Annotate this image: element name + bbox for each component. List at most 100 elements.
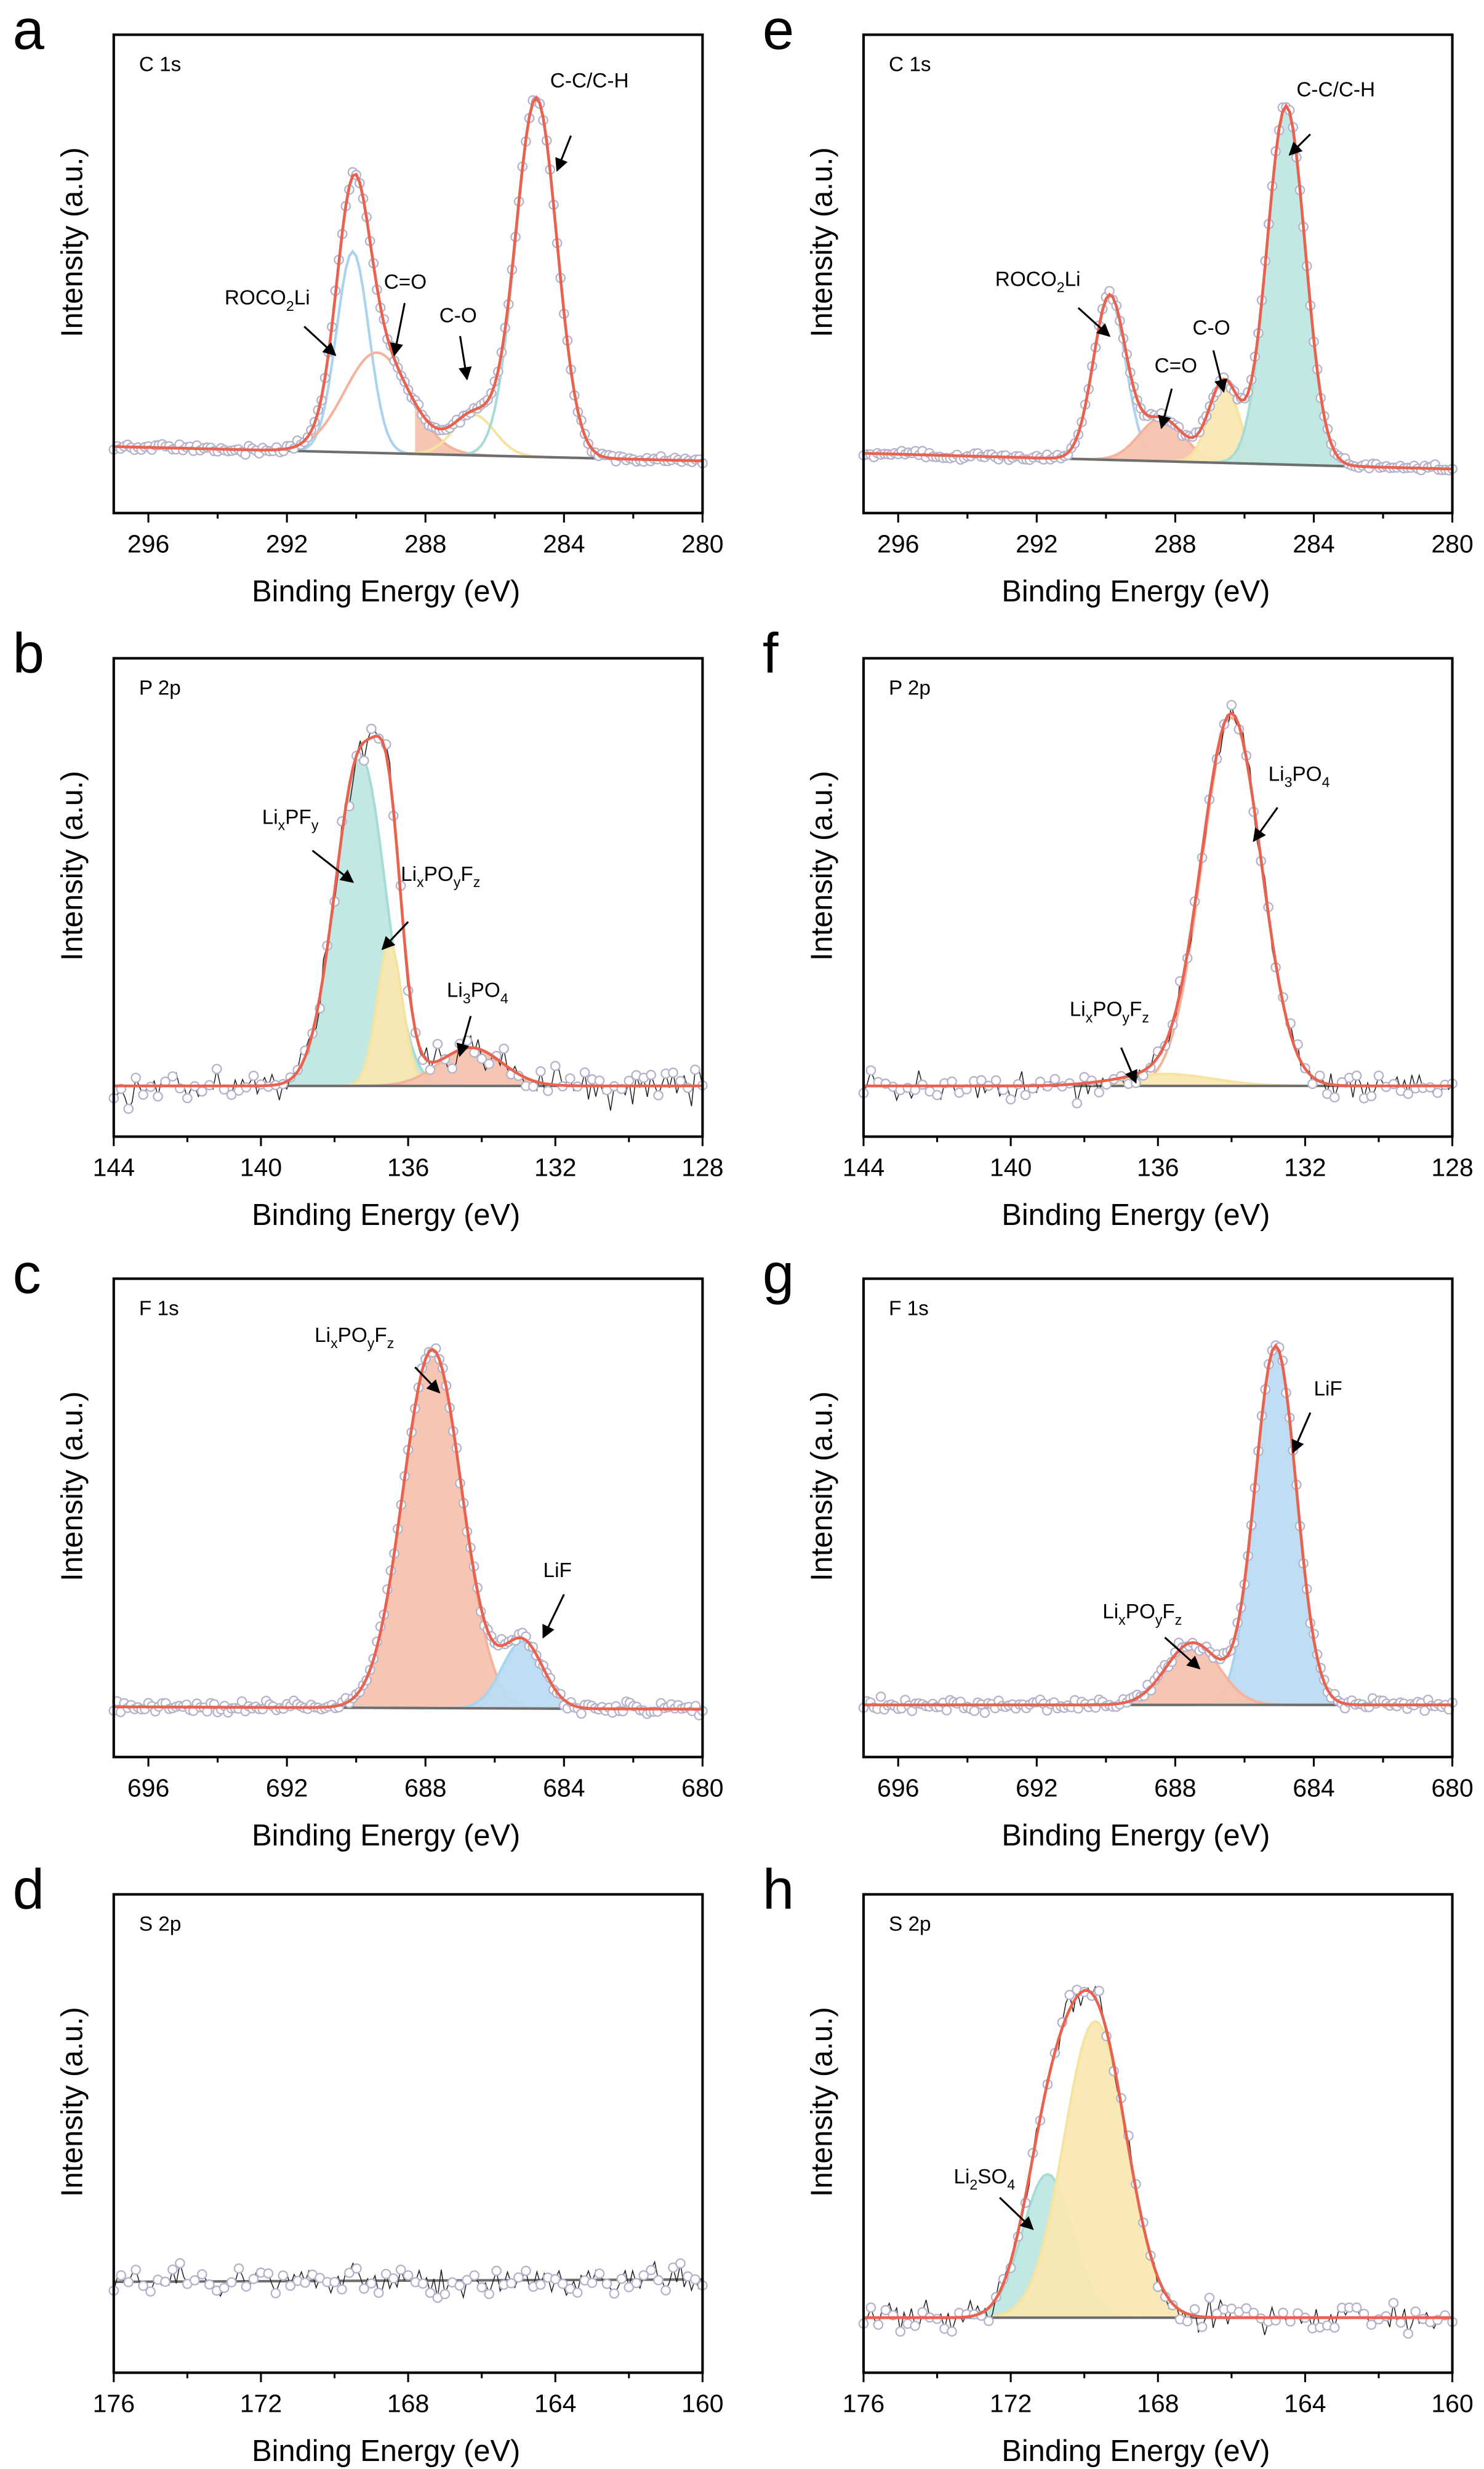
data-point	[638, 2270, 649, 2281]
data-point	[572, 2287, 583, 2298]
annotation-label: C-O	[439, 304, 477, 327]
data-point	[1278, 2307, 1288, 2318]
annotation-label-part: 4	[1007, 2177, 1015, 2193]
fit-envelope	[863, 1989, 1453, 2319]
y-axis-label: Intensity (a.u.)	[56, 147, 89, 337]
data-point	[513, 2272, 524, 2283]
annotation-label-part: ROCO	[995, 268, 1057, 291]
data-point	[425, 1064, 436, 1075]
data-point	[388, 2273, 399, 2284]
data-point	[1410, 2306, 1421, 2317]
data-point	[1329, 2322, 1340, 2333]
annotation-label: LixPFy	[262, 806, 319, 833]
annotation-arrow	[555, 135, 572, 172]
data-point	[979, 1708, 990, 1718]
data-point	[646, 1069, 657, 1080]
data-point	[123, 2277, 134, 2287]
x-tick-label: 280	[1431, 530, 1473, 558]
data-point	[395, 2264, 406, 2275]
annotation-label: C-C/C-H	[1296, 79, 1375, 102]
annotation-label-part: z	[473, 874, 481, 890]
annotation-label: C=O	[384, 271, 427, 294]
data-point	[690, 2274, 700, 2285]
x-tick-label: 128	[1431, 1154, 1473, 1182]
x-tick-label: 692	[266, 1773, 308, 1802]
data-point	[196, 2269, 207, 2280]
data-point	[1432, 1087, 1443, 1098]
data-point	[432, 1038, 443, 1050]
x-tick-label: 680	[681, 1773, 723, 1802]
annotation-label-part: Li	[315, 1324, 331, 1347]
data-point	[439, 2289, 451, 2300]
data-point	[1204, 2292, 1215, 2303]
annotation-arrow	[303, 326, 337, 356]
data-point	[241, 2281, 252, 2292]
data-point	[616, 2273, 627, 2284]
component-fill-S 2p main	[863, 2021, 1453, 2318]
annotation-label-part: Li	[953, 2166, 969, 2188]
annotation-label-part: x	[331, 1335, 338, 1351]
plot-frame	[112, 33, 704, 515]
plot-frame	[862, 1277, 1454, 1759]
x-axis-label: Binding Energy (eV)	[1001, 575, 1270, 608]
x-tick-label: 284	[1293, 530, 1334, 558]
annotation-label-part: Li	[1102, 1600, 1118, 1623]
data-point	[233, 2263, 244, 2274]
panel-title: S 2p	[889, 1913, 931, 1935]
annotation-label: LiF	[1314, 1378, 1342, 1400]
annotation-label-part: y	[1122, 1010, 1129, 1026]
annotation-label-part: Li	[447, 979, 463, 1002]
component-fill-C-C/C-H	[863, 105, 1453, 469]
annotation-label-part: C-C/C-H	[1296, 79, 1375, 102]
data-point	[675, 2258, 686, 2269]
annotation-label-part: LiF	[543, 1559, 572, 1582]
data-point	[1226, 700, 1237, 710]
data-point	[403, 2270, 414, 2281]
data-point	[425, 2287, 436, 2298]
x-tick-label: 168	[1137, 2390, 1179, 2418]
data-point	[631, 2278, 642, 2289]
x-tick-label: 288	[404, 530, 446, 558]
annotation-arrow	[311, 849, 355, 883]
data-point	[941, 1705, 952, 1716]
component-fill-LixPOyFz	[863, 1074, 1453, 1086]
data-point	[690, 1064, 700, 1075]
panel-title: F 1s	[889, 1297, 929, 1320]
data-point	[947, 2326, 957, 2337]
data-point	[875, 1692, 886, 1702]
data-point	[564, 1073, 576, 1084]
data-point	[579, 1067, 590, 1078]
panel-h: h S 2p Li2SO4 176 172 168 164 160 Binding Energy…	[763, 1857, 1474, 2468]
component-fill-LixPOyFz	[113, 1349, 703, 1709]
annotation-arrow	[999, 2197, 1034, 2230]
annotation-label: LiF	[543, 1559, 572, 1582]
data-point	[1064, 1989, 1075, 2001]
annotation-label-part: C-C/C-H	[550, 70, 629, 92]
data-point	[1005, 1094, 1016, 1105]
component-fill-LiF	[863, 1346, 1453, 1705]
panel-e: e C 1s C-C/C-H ROCO2Li C=O C-O 296 292 288 284 280…	[763, 0, 1474, 608]
x-tick-label: 160	[1431, 2390, 1473, 2418]
annotation-label-part: F	[374, 1324, 387, 1347]
data-point	[576, 1708, 587, 1719]
data-point	[241, 1082, 252, 1093]
data-point	[1094, 1087, 1104, 1098]
plot-frame	[112, 1277, 704, 1759]
annotation-label-part: Li	[1065, 268, 1081, 291]
component-fill-LixPOyFz	[863, 1642, 1453, 1705]
annotation-label: Li3PO4	[1269, 763, 1330, 790]
x-tick-label: 172	[990, 2390, 1032, 2418]
panel-a: a C 1s C-C/C-H ROCO2Li C=O C-O 296 292 288 284 280…	[13, 0, 724, 608]
data-point	[190, 2275, 200, 2286]
data-point	[1366, 2319, 1377, 2330]
data-point	[594, 1075, 605, 1086]
data-point	[1173, 422, 1184, 433]
x-tick-label: 280	[681, 530, 723, 558]
data-point	[609, 2288, 620, 2299]
annotation-arrow	[1158, 388, 1173, 430]
x-tick-label: 696	[877, 1773, 919, 1802]
data-point	[910, 2321, 921, 2331]
panel-letter: e	[763, 0, 794, 62]
